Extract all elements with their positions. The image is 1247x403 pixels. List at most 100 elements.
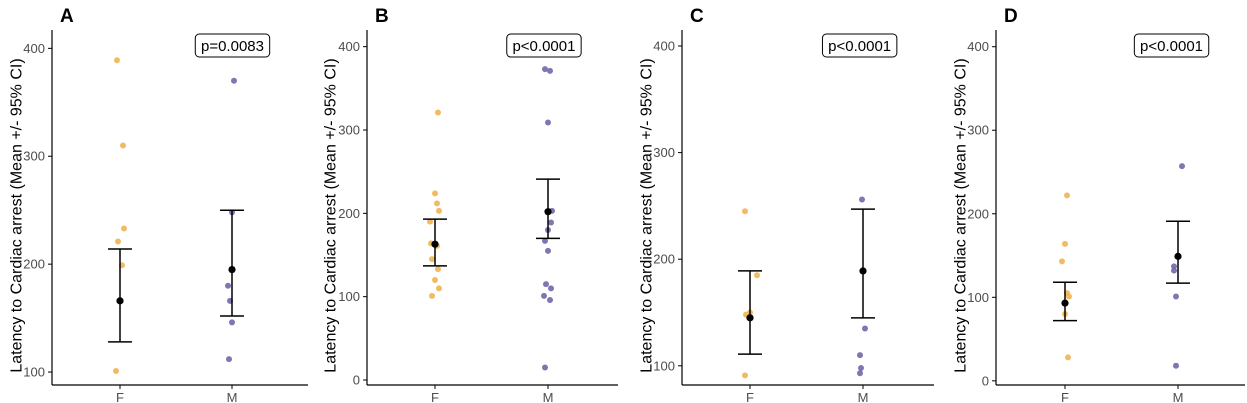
y-axis-title: Latency to Cardiac arrest (Mean +/- 95% … xyxy=(323,58,340,372)
data-point-m xyxy=(857,370,863,377)
data-point-f xyxy=(429,256,435,263)
y-tick-label: 300 xyxy=(967,123,989,138)
data-point-m xyxy=(1179,163,1185,170)
data-point-f xyxy=(436,207,442,214)
y-tick-label: 400 xyxy=(338,39,360,54)
data-point-f xyxy=(432,277,438,283)
mean-point-f xyxy=(116,297,124,305)
y-tick-label: 100 xyxy=(338,289,360,304)
panel-label: B xyxy=(375,6,389,27)
data-point-m xyxy=(229,319,235,326)
data-point-f xyxy=(436,285,442,292)
y-axis-title: Latency to Cardiac arrest (Mean +/- 95% … xyxy=(9,58,26,372)
mean-point-m xyxy=(1174,252,1182,260)
y-tick-label: 200 xyxy=(23,257,45,272)
data-point-f xyxy=(427,218,433,225)
data-point-f xyxy=(754,272,760,279)
data-point-f xyxy=(114,57,120,64)
y-tick-label: 300 xyxy=(23,149,45,164)
y-tick-label: 0 xyxy=(353,373,360,388)
y-tick-label: 400 xyxy=(23,41,45,56)
x-tick-label: M xyxy=(858,390,869,403)
data-point-f xyxy=(429,292,435,299)
p-value-box xyxy=(194,33,271,58)
data-point-m xyxy=(862,325,868,332)
y-tick-label: 400 xyxy=(967,39,989,54)
data-point-m xyxy=(1173,293,1179,300)
data-point-f xyxy=(1064,192,1070,199)
data-point-f xyxy=(1062,240,1068,247)
data-point-m xyxy=(548,219,554,226)
p-value-box xyxy=(506,33,582,58)
data-point-f xyxy=(1065,354,1071,361)
data-point-m xyxy=(542,364,548,371)
data-point-m xyxy=(547,67,553,74)
mean-point-m xyxy=(228,265,236,274)
data-point-f xyxy=(1066,293,1072,300)
data-point-f xyxy=(120,142,126,149)
data-point-m xyxy=(857,352,863,359)
data-point-f xyxy=(434,200,440,207)
panel-A: 100 200 300 400 F M Latency to Cardiac arrest … xyxy=(9,6,308,403)
data-point-m xyxy=(545,247,551,254)
x-tick-label: M xyxy=(543,390,554,403)
data-point-f xyxy=(1059,258,1065,265)
mean-point-f xyxy=(746,314,754,322)
data-point-f xyxy=(113,367,119,374)
x-tick-label: M xyxy=(1173,390,1184,403)
data-point-f xyxy=(121,225,127,232)
data-point-m xyxy=(547,297,553,303)
data-point-f xyxy=(742,208,748,215)
panel-C: 100 200 300 400 F M Latency to Cardiac arrest … xyxy=(639,6,934,403)
data-point-m xyxy=(1171,263,1177,270)
y-tick-label: 200 xyxy=(653,252,675,267)
panel-label: D xyxy=(1004,6,1018,27)
data-point-m xyxy=(1173,362,1179,369)
data-point-m xyxy=(542,66,548,73)
mean-point-f xyxy=(1061,299,1069,307)
panel-label: A xyxy=(60,6,74,27)
data-point-m xyxy=(226,356,232,363)
y-axis-title: Latency to Cardiac arrest (Mean +/- 95% … xyxy=(953,58,970,372)
y-tick-label: 300 xyxy=(653,145,675,160)
y-axis-title: Latency to Cardiac arrest (Mean +/- 95% … xyxy=(639,58,656,372)
y-tick-label: 0 xyxy=(982,373,989,388)
data-point-f xyxy=(435,266,441,273)
y-tick-label: 200 xyxy=(967,206,989,221)
data-point-f xyxy=(435,109,441,116)
p-value-label: p<0.0001 xyxy=(828,38,891,55)
mean-point-f xyxy=(431,240,439,248)
mean-point-m xyxy=(859,267,867,275)
data-point-f xyxy=(432,190,438,197)
data-point-m xyxy=(858,364,864,371)
data-point-m xyxy=(225,282,231,289)
p-value-label: p<0.0001 xyxy=(1140,38,1203,55)
data-point-m xyxy=(859,196,865,203)
data-point-m xyxy=(1171,267,1177,274)
data-point-m xyxy=(542,237,548,244)
data-point-m xyxy=(231,77,237,84)
x-tick-label: M xyxy=(227,390,238,403)
panel-label: C xyxy=(690,6,704,27)
y-tick-label: 200 xyxy=(338,206,360,221)
data-point-f xyxy=(742,372,748,379)
y-tick-label: 100 xyxy=(967,290,989,305)
panel-D: 0 100 200 300 400 F M Latency to Cardiac arrest… xyxy=(953,6,1245,403)
y-tick-label: 100 xyxy=(653,358,675,373)
y-tick-label: 300 xyxy=(338,123,360,138)
x-tick-label: F xyxy=(116,390,124,403)
p-value-label: p=0.0083 xyxy=(201,38,264,55)
data-point-m xyxy=(548,285,554,292)
y-tick-label: 400 xyxy=(653,38,675,53)
p-value-box xyxy=(821,33,898,58)
p-value-label: p<0.0001 xyxy=(512,38,575,55)
data-point-f xyxy=(115,238,121,245)
data-point-m xyxy=(543,281,549,288)
x-tick-label: F xyxy=(1061,390,1069,403)
x-tick-label: F xyxy=(431,390,439,403)
data-point-m xyxy=(545,119,551,126)
p-value-box xyxy=(1133,33,1210,58)
panel-B: 0 100 200 300 400 F M Latency to Cardiac arrest… xyxy=(323,6,618,403)
x-tick-label: F xyxy=(746,390,754,403)
